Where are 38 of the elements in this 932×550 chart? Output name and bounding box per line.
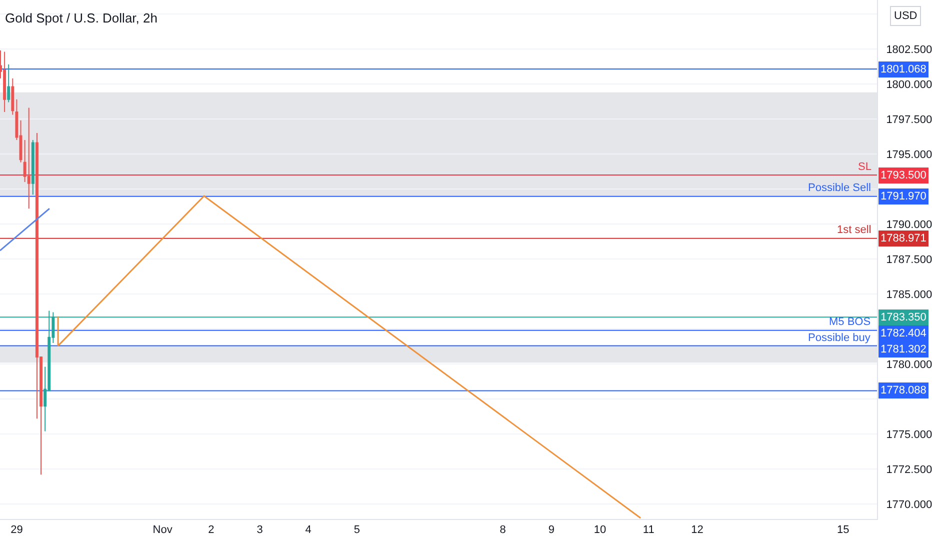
y-tick-label: 1770.000 bbox=[886, 498, 932, 511]
ref-line-label: 1783.350 bbox=[880, 312, 926, 324]
annotation: Possible buy bbox=[808, 332, 871, 344]
y-tick-label: 1797.500 bbox=[886, 114, 932, 126]
y-tick-label: 1772.500 bbox=[886, 464, 932, 476]
ref-line-label: 1791.970 bbox=[880, 190, 926, 202]
y-tick-label: 1775.000 bbox=[886, 428, 932, 441]
x-tick-label: 5 bbox=[354, 524, 360, 536]
annotation: 1st sell bbox=[837, 224, 872, 236]
x-tick-label: 4 bbox=[305, 524, 312, 536]
y-tick-label: 1785.000 bbox=[886, 288, 932, 301]
x-tick-label: 10 bbox=[594, 524, 606, 536]
y-tick-label: 1795.000 bbox=[886, 148, 932, 161]
ref-line-label: 1793.500 bbox=[880, 170, 926, 182]
ref-line-label: 1782.404 bbox=[880, 328, 926, 340]
x-tick-label: 9 bbox=[548, 524, 554, 536]
text: Gold Spot / U.S. Dollar, 2h bbox=[5, 10, 158, 26]
ref-line-label: 1778.088 bbox=[880, 384, 926, 396]
ref-line-label: 1781.302 bbox=[880, 344, 926, 356]
x-tick-label: 8 bbox=[500, 524, 506, 536]
x-tick-label: 11 bbox=[642, 524, 654, 536]
annotation: M5 BOS bbox=[829, 316, 871, 328]
x-tick-label: 29 bbox=[10, 524, 23, 536]
y-tick-label: 1787.500 bbox=[886, 254, 932, 266]
x-tick-label: 3 bbox=[256, 524, 263, 536]
ref-line-label: 1801.068 bbox=[880, 64, 926, 76]
annotation: Possible Sell bbox=[808, 182, 871, 194]
y-tick-label: 1790.000 bbox=[886, 218, 932, 231]
y-tick-label: 1802.500 bbox=[886, 44, 932, 56]
text: USD bbox=[894, 10, 918, 22]
y-tick-label: 1800.000 bbox=[886, 78, 932, 91]
x-tick-label: 2 bbox=[208, 524, 214, 536]
x-tick-label: Nov bbox=[152, 524, 173, 536]
x-tick-label: 15 bbox=[836, 524, 850, 536]
y-tick-label: 1780.000 bbox=[886, 358, 932, 371]
annotation: SL bbox=[858, 161, 872, 173]
ref-line-label: 1788.971 bbox=[880, 232, 926, 244]
x-tick-label: 12 bbox=[691, 524, 704, 536]
